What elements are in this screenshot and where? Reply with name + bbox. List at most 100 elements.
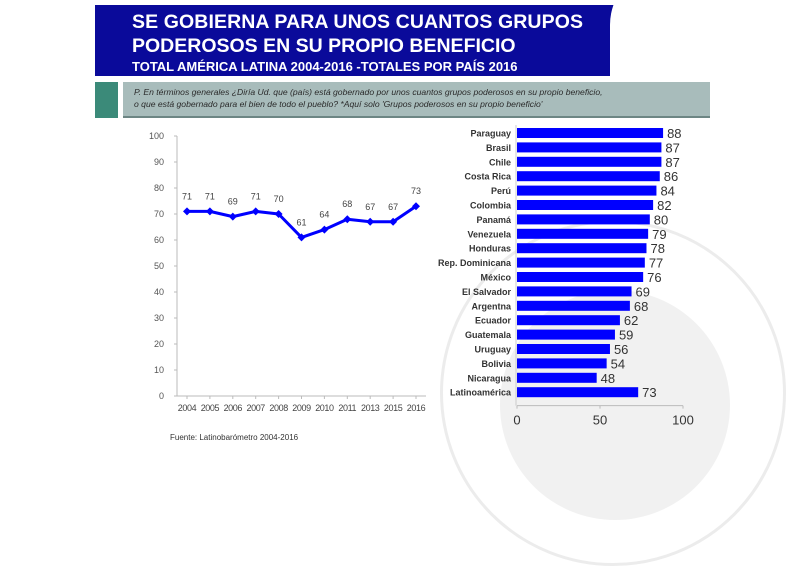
bar bbox=[517, 387, 639, 398]
source-footnote: Fuente: Latinobarómetro 2004-2016 bbox=[170, 433, 299, 442]
data-point bbox=[205, 207, 214, 216]
bar-value-label: 59 bbox=[619, 328, 633, 343]
subtitle: TOTAL AMÉRICA LATINA 2004-2016 -TOTALES … bbox=[132, 59, 518, 74]
x-tick-label: 2016 bbox=[407, 403, 426, 413]
y-tick-label: 80 bbox=[154, 183, 164, 193]
data-label: 67 bbox=[388, 202, 398, 212]
bar-value-label: 77 bbox=[649, 256, 663, 271]
x-tick-label: 2011 bbox=[338, 403, 356, 413]
category-label: Nicaragua bbox=[467, 373, 512, 383]
data-point bbox=[412, 202, 420, 211]
category-label: Paraguay bbox=[470, 129, 511, 139]
category-label: Rep. Dominicana bbox=[438, 258, 512, 268]
data-point bbox=[297, 233, 306, 242]
x-tick-label: 2006 bbox=[224, 403, 243, 413]
y-tick-label: 50 bbox=[154, 261, 164, 271]
y-tick-label: 20 bbox=[154, 339, 164, 349]
category-label: Panamá bbox=[476, 215, 512, 225]
banner-curve-decoration bbox=[610, 5, 710, 76]
question-line-1: P. En términos generales ¿Diría Ud. que … bbox=[134, 87, 603, 97]
data-point bbox=[183, 207, 191, 216]
x-tick-label: 2007 bbox=[246, 403, 265, 413]
bar-value-label: 79 bbox=[652, 227, 666, 242]
category-label: Honduras bbox=[469, 244, 511, 254]
y-tick-label: 10 bbox=[154, 365, 164, 375]
data-label: 61 bbox=[296, 217, 306, 227]
bar bbox=[517, 286, 632, 297]
data-point bbox=[228, 212, 237, 221]
data-label: 68 bbox=[342, 199, 352, 209]
y-tick-label: 30 bbox=[154, 313, 164, 323]
bar bbox=[517, 185, 657, 196]
data-label: 71 bbox=[251, 191, 261, 201]
bar bbox=[517, 142, 662, 153]
data-point bbox=[274, 210, 283, 218]
bar-value-label: 87 bbox=[665, 140, 679, 155]
bar bbox=[517, 300, 630, 311]
category-label: Venezuela bbox=[467, 229, 512, 239]
category-label: Uruguay bbox=[474, 345, 511, 355]
category-label: Costa Rica bbox=[464, 172, 512, 182]
data-point bbox=[251, 207, 260, 216]
bar bbox=[517, 156, 662, 167]
category-label: Guatemala bbox=[465, 330, 512, 340]
category-label: Brasil bbox=[486, 143, 511, 153]
bar-value-label: 76 bbox=[647, 270, 661, 285]
category-label: Ecuador bbox=[475, 316, 512, 326]
data-label: 67 bbox=[365, 202, 375, 212]
bar bbox=[517, 171, 660, 182]
y-tick-label: 100 bbox=[149, 131, 164, 141]
bar-value-label: 56 bbox=[614, 342, 628, 357]
bar bbox=[517, 128, 664, 138]
data-label: 73 bbox=[411, 186, 421, 196]
bar-value-label: 69 bbox=[636, 284, 650, 299]
x-tick-label: 2004 bbox=[178, 403, 197, 413]
bar bbox=[517, 272, 644, 282]
data-point bbox=[389, 217, 398, 226]
data-label: 71 bbox=[182, 191, 192, 201]
y-tick-label: 40 bbox=[154, 287, 164, 297]
bar bbox=[517, 257, 645, 268]
category-label: Colombia bbox=[470, 201, 512, 211]
x-tick-label: 2009 bbox=[292, 403, 311, 413]
bar bbox=[517, 372, 597, 383]
bar bbox=[517, 243, 647, 254]
y-tick-label: 0 bbox=[159, 391, 164, 401]
bar-value-label: 73 bbox=[642, 385, 656, 400]
y-tick-label: 70 bbox=[154, 209, 164, 219]
x-tick-label: 2008 bbox=[269, 403, 288, 413]
title-line-2: PODEROSOS EN SU PROPIO BENEFICIO bbox=[132, 35, 516, 57]
bar bbox=[517, 214, 650, 225]
bar-chart: Paraguay 88 Brasil 87 Chile 87 Costa Rica 86 Per… bbox=[438, 125, 694, 425]
bar bbox=[517, 228, 649, 239]
bar bbox=[517, 358, 607, 369]
data-point bbox=[366, 217, 375, 226]
category-label: El Salvador bbox=[462, 287, 512, 297]
data-point bbox=[320, 225, 329, 234]
data-label: 64 bbox=[319, 210, 329, 220]
bar bbox=[517, 200, 654, 210]
question-accent-square bbox=[95, 82, 118, 118]
x-tick-label: 0 bbox=[513, 413, 520, 425]
bar-value-label: 86 bbox=[664, 169, 678, 184]
category-label: Argentna bbox=[471, 301, 511, 311]
bar bbox=[517, 315, 620, 326]
category-label: Perú bbox=[491, 186, 511, 196]
bar-value-label: 78 bbox=[650, 241, 664, 256]
question-box: P. En términos generales ¿Diría Ud. que … bbox=[123, 82, 710, 118]
header-banner: SE GOBIERNA PARA UNOS CUANTOS GRUPOS POD… bbox=[95, 5, 710, 76]
y-tick-label: 90 bbox=[154, 157, 164, 167]
bar-value-label: 82 bbox=[657, 198, 671, 213]
x-tick-label: 2010 bbox=[315, 403, 334, 413]
title-line-1: SE GOBIERNA PARA UNOS CUANTOS GRUPOS bbox=[132, 11, 584, 33]
y-tick-label: 60 bbox=[154, 235, 164, 245]
category-label: Bolivia bbox=[481, 359, 512, 369]
x-tick-label: 100 bbox=[672, 413, 694, 425]
line-chart: 0 10 20 30 40 50 60 70 80 90 100 2004 2005 2006 2007 20… bbox=[149, 131, 426, 413]
bar-value-label: 54 bbox=[611, 356, 625, 371]
bar bbox=[517, 344, 610, 354]
data-point bbox=[343, 215, 352, 224]
data-label: 70 bbox=[274, 194, 284, 204]
x-tick-label: 50 bbox=[593, 413, 607, 425]
bar-value-label: 62 bbox=[624, 313, 638, 328]
